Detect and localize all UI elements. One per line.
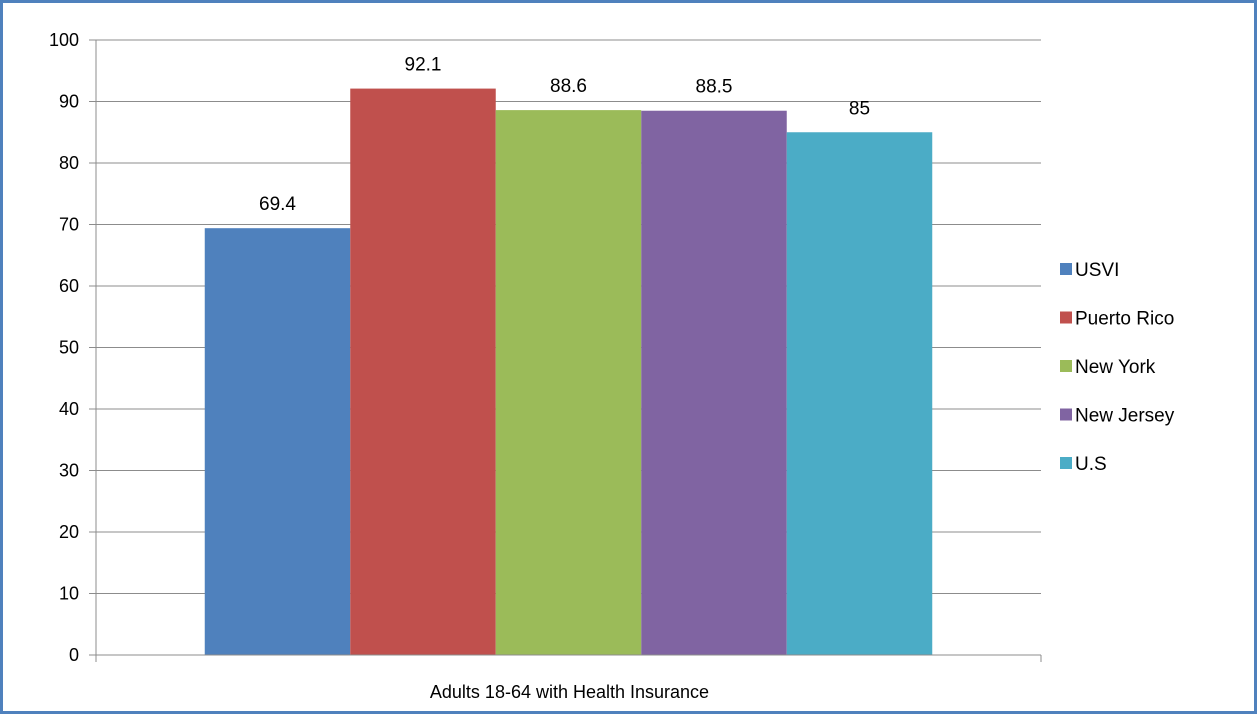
bar-new-york	[495, 110, 642, 656]
category-label: Adults 18-64 with Health Insurance	[430, 682, 709, 702]
bar-new-jersey	[641, 110, 787, 656]
legend-swatch	[1060, 311, 1072, 324]
data-label: 85	[849, 98, 870, 119]
legend-swatch	[1060, 408, 1072, 421]
bar-puerto-rico	[350, 88, 496, 655]
legend-label: U.S	[1075, 454, 1107, 475]
bar-u-s	[786, 132, 933, 655]
y-tick-label: 30	[59, 461, 79, 481]
axes	[89, 39, 1042, 662]
y-tick-label: 100	[49, 30, 79, 50]
labels: 0 10 20 30 40 50 60 70 80 90 100 69.4 92.1 88.6 88.5 85…	[49, 30, 870, 702]
legend-label: New Jersey	[1075, 406, 1175, 427]
legend-label: New York	[1075, 357, 1156, 378]
legend-swatch	[1060, 457, 1072, 469]
y-tick-label: 70	[59, 215, 79, 235]
y-tick-label: 60	[59, 276, 79, 296]
y-tick-label: 20	[59, 522, 79, 542]
data-label: 88.6	[550, 76, 587, 97]
y-tick-label: 90	[59, 92, 79, 112]
data-label: 92.1	[405, 55, 442, 76]
y-tick-label: 0	[69, 645, 79, 665]
y-tick-label: 40	[59, 399, 79, 419]
bar-chart: 0 10 20 30 40 50 60 70 80 90 100 69.4 92.1 88.6 88.5 85…	[49, 30, 1175, 702]
y-tick-label: 10	[59, 584, 79, 604]
y-tick-label: 80	[59, 153, 79, 173]
legend-label: USVI	[1075, 260, 1119, 281]
data-label: 69.4	[259, 194, 296, 215]
data-label: 88.5	[696, 77, 733, 98]
bars	[204, 88, 933, 656]
legend-swatch	[1060, 263, 1072, 275]
legend: USVI Puerto Rico New York New Jersey U.S	[1060, 260, 1175, 475]
legend-swatch	[1060, 360, 1072, 372]
y-tick-label: 50	[59, 338, 79, 358]
legend-label: Puerto Rico	[1075, 309, 1174, 330]
bar-usvi	[204, 228, 351, 655]
